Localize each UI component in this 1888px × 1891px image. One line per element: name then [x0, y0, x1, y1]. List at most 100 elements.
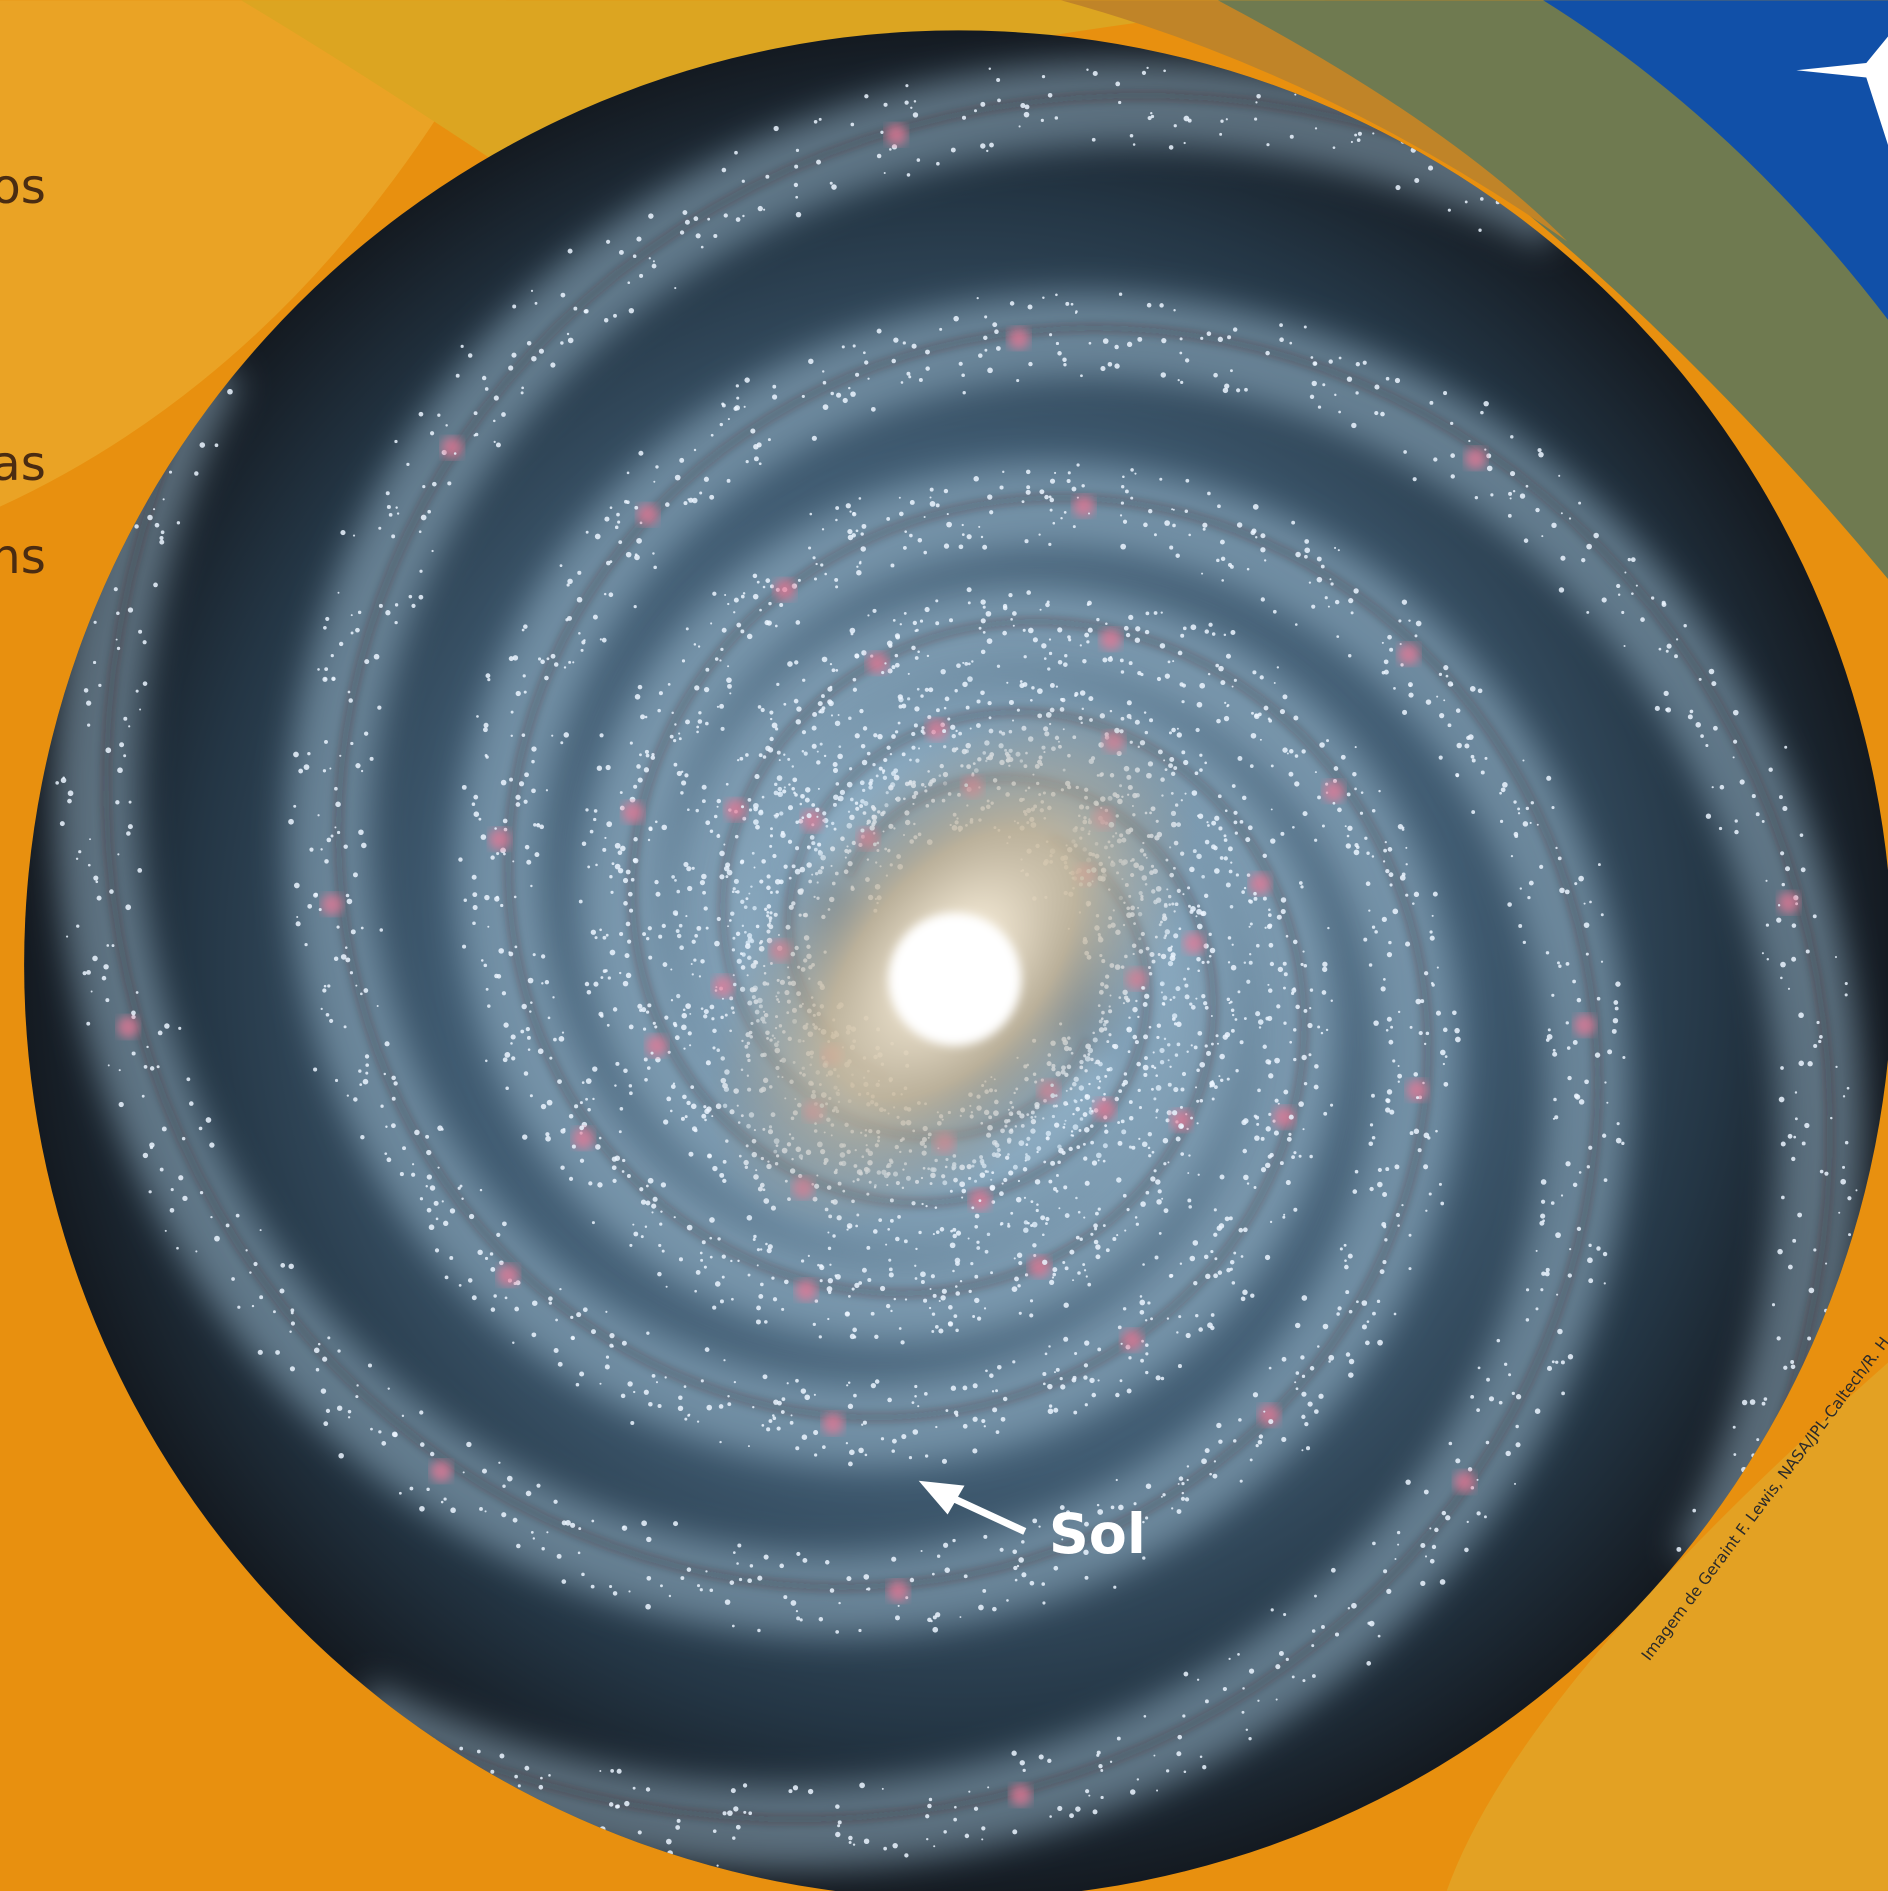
star [1023, 111, 1030, 118]
star [531, 759, 535, 764]
star [953, 315, 959, 322]
star [624, 953, 630, 959]
star [1183, 141, 1186, 145]
star [1683, 623, 1687, 628]
star [608, 1802, 614, 1807]
star [1348, 1372, 1354, 1378]
star [1477, 688, 1483, 694]
star [1320, 1031, 1324, 1035]
star [346, 898, 353, 905]
star [654, 1025, 658, 1029]
star [723, 1359, 726, 1362]
star [827, 1277, 834, 1284]
star [733, 406, 738, 411]
star [859, 708, 864, 714]
star [1561, 1391, 1565, 1396]
star [698, 711, 702, 715]
star [1464, 200, 1468, 204]
star [1467, 1467, 1473, 1472]
star [1055, 1525, 1058, 1528]
star [736, 622, 742, 628]
star [652, 552, 655, 555]
star [1052, 521, 1056, 525]
star [1112, 1236, 1117, 1241]
star [1216, 718, 1221, 724]
star [1259, 738, 1262, 741]
star [1734, 819, 1738, 823]
star [932, 1293, 937, 1298]
star [909, 1577, 915, 1583]
star [982, 630, 986, 634]
star [293, 804, 297, 808]
star [870, 406, 876, 412]
star [658, 1243, 662, 1248]
star [935, 1230, 940, 1234]
star [661, 824, 668, 831]
star [1151, 1087, 1154, 1091]
star [1366, 1661, 1372, 1666]
star [98, 683, 102, 688]
star [358, 829, 364, 836]
star [1218, 1439, 1223, 1444]
star [727, 1810, 733, 1817]
star [1586, 610, 1590, 614]
star [1208, 954, 1212, 958]
star [753, 443, 759, 450]
star [214, 443, 219, 448]
star [1351, 1602, 1357, 1609]
star [852, 1843, 856, 1846]
star [480, 959, 484, 962]
star [637, 1830, 642, 1835]
star [568, 1113, 574, 1119]
star [1675, 638, 1679, 641]
star [703, 1105, 707, 1109]
star [1509, 471, 1516, 477]
star [118, 1101, 124, 1108]
star [1282, 1215, 1286, 1219]
star [643, 1057, 648, 1062]
star [997, 98, 1001, 103]
star [146, 1045, 149, 1049]
star [609, 874, 613, 879]
star [1301, 749, 1306, 754]
star [1003, 1177, 1008, 1183]
star [87, 863, 91, 867]
star [1091, 1110, 1094, 1113]
star [1257, 712, 1262, 717]
star [793, 698, 799, 704]
star [889, 148, 892, 151]
star [620, 1393, 626, 1399]
star [766, 904, 772, 909]
star [1447, 208, 1451, 212]
star [1347, 1253, 1353, 1259]
star [682, 210, 688, 216]
star [1048, 638, 1052, 641]
star [1222, 1686, 1227, 1692]
star [681, 1024, 687, 1031]
star [512, 655, 519, 661]
star [1253, 891, 1257, 896]
star [627, 939, 632, 944]
star [1236, 388, 1241, 393]
star [862, 726, 868, 731]
star [348, 698, 353, 703]
star [1202, 527, 1206, 531]
star [797, 578, 801, 582]
star [115, 800, 120, 805]
star [1824, 1171, 1829, 1176]
star [737, 1543, 742, 1548]
star [326, 837, 332, 843]
star [1096, 617, 1100, 622]
star [952, 1269, 955, 1273]
star [989, 510, 994, 515]
star [1219, 132, 1223, 136]
star [686, 1100, 691, 1106]
star [481, 1468, 487, 1474]
star [511, 1056, 516, 1061]
star [961, 1196, 964, 1199]
star [1674, 654, 1678, 659]
star [527, 977, 534, 984]
star [733, 1380, 737, 1384]
star [800, 793, 805, 799]
star [534, 852, 540, 858]
